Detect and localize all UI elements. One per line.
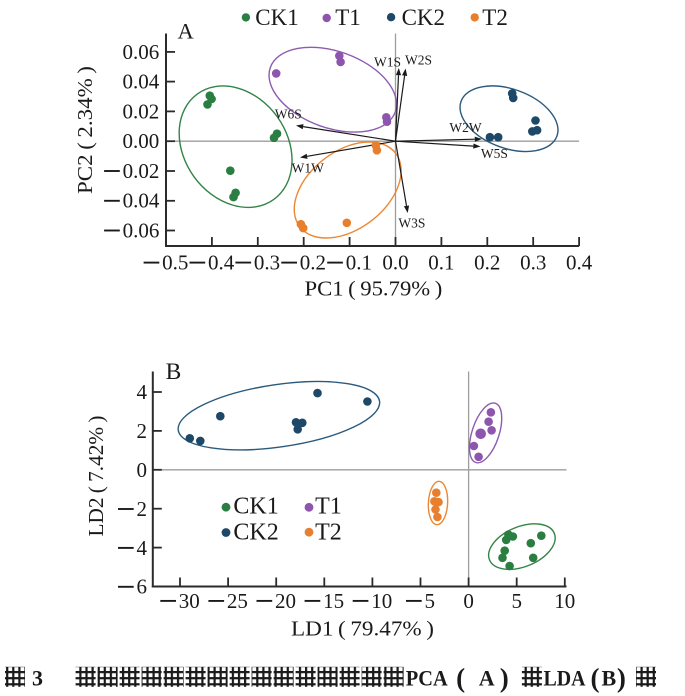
svg-text:T2: T2 <box>315 520 342 546</box>
svg-text:0.0: 0.0 <box>382 251 408 275</box>
svg-text:(: ( <box>456 663 465 693</box>
svg-text:0.2: 0.2 <box>474 251 500 275</box>
svg-text:0.1: 0.1 <box>346 251 372 275</box>
svg-text:0.4: 0.4 <box>566 251 593 275</box>
svg-text:0.3: 0.3 <box>520 251 546 275</box>
svg-text:W2W: W2W <box>449 120 481 135</box>
svg-text:PCA: PCA <box>406 666 448 691</box>
svg-text:0.3: 0.3 <box>254 251 280 275</box>
svg-text:A: A <box>479 666 495 691</box>
svg-text:0.4: 0.4 <box>208 251 235 275</box>
svg-text:0: 0 <box>137 458 148 482</box>
svg-text:): ) <box>617 663 626 693</box>
svg-text:10: 10 <box>371 589 392 613</box>
svg-text:W1S: W1S <box>374 55 401 70</box>
svg-text:6: 6 <box>137 575 148 599</box>
svg-text:B: B <box>166 359 182 385</box>
svg-text:0.06: 0.06 <box>123 40 160 64</box>
svg-text:(: ( <box>591 663 600 693</box>
svg-text:2: 2 <box>137 419 148 443</box>
svg-text:CK2: CK2 <box>233 520 278 546</box>
svg-text:3: 3 <box>32 666 43 691</box>
svg-text:15: 15 <box>323 589 344 613</box>
svg-text:B: B <box>602 666 617 691</box>
svg-text:0.00: 0.00 <box>123 129 160 153</box>
svg-text:PC1 ( 95.79% ): PC1 ( 95.79% ) <box>305 276 443 300</box>
svg-text:CK2: CK2 <box>402 5 445 30</box>
svg-text:W6S: W6S <box>275 107 302 122</box>
svg-text:20: 20 <box>275 589 296 613</box>
svg-text:W3S: W3S <box>398 216 425 231</box>
svg-text:2: 2 <box>137 497 148 521</box>
svg-text:LD2 ( 7.42% ): LD2 ( 7.42% ) <box>84 416 108 537</box>
svg-text:0.04: 0.04 <box>123 189 160 213</box>
svg-text:0.5: 0.5 <box>162 251 188 275</box>
svg-text:T2: T2 <box>482 5 508 30</box>
svg-text:A: A <box>178 19 195 44</box>
svg-text:CK1: CK1 <box>233 493 278 519</box>
svg-text:0.02: 0.02 <box>123 159 160 183</box>
svg-text:5: 5 <box>425 589 436 613</box>
svg-text:0.2: 0.2 <box>300 251 326 275</box>
svg-text:4: 4 <box>137 380 148 404</box>
svg-text:LDA: LDA <box>544 666 586 691</box>
svg-text:T1: T1 <box>315 493 342 519</box>
svg-text:5: 5 <box>511 589 522 613</box>
svg-text:0: 0 <box>463 589 474 613</box>
svg-text:LD1 ( 79.47% ): LD1 ( 79.47% ) <box>291 616 434 640</box>
svg-text:30: 30 <box>179 589 200 613</box>
svg-text:W1W: W1W <box>292 160 324 175</box>
svg-text:10: 10 <box>554 589 575 613</box>
svg-text:W5S: W5S <box>481 146 508 161</box>
svg-text:W2S: W2S <box>405 53 432 68</box>
svg-text:CK1: CK1 <box>255 5 298 30</box>
svg-text:0.04: 0.04 <box>123 70 160 94</box>
svg-text:0.1: 0.1 <box>428 251 454 275</box>
svg-text:4: 4 <box>137 536 148 560</box>
svg-text:0.02: 0.02 <box>123 99 160 123</box>
svg-text:0.06: 0.06 <box>123 218 160 242</box>
svg-text:T1: T1 <box>335 5 361 30</box>
svg-text:PC2 ( 2.34% ): PC2 ( 2.34% ) <box>73 66 97 194</box>
svg-text:25: 25 <box>227 589 248 613</box>
svg-text:): ) <box>500 663 509 693</box>
